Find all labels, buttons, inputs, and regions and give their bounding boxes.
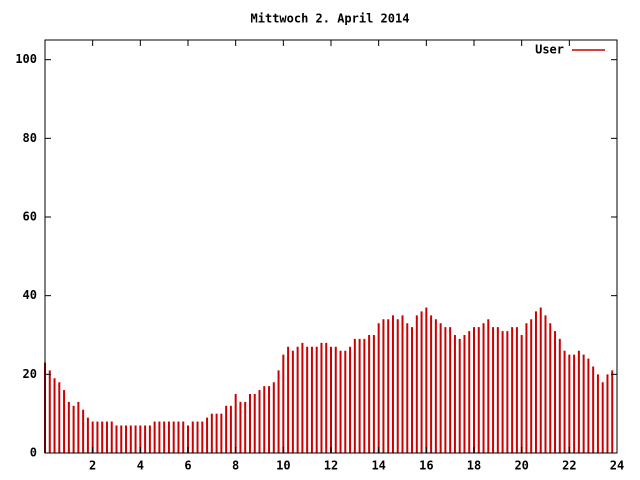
x-tick-label: 4 — [137, 459, 144, 473]
x-tick-label: 18 — [467, 459, 481, 473]
x-tick-label: 2 — [89, 459, 96, 473]
x-tick-label: 24 — [610, 459, 624, 473]
legend-label: User — [535, 43, 564, 57]
x-tick-label: 6 — [184, 459, 191, 473]
x-tick-label: 8 — [232, 459, 239, 473]
chart-title: Mittwoch 2. April 2014 — [251, 12, 410, 26]
x-tick-label: 22 — [562, 459, 576, 473]
x-tick-label: 20 — [514, 459, 528, 473]
x-tick-label: 16 — [419, 459, 433, 473]
y-tick-label: 100 — [15, 52, 37, 66]
x-tick-label: 14 — [371, 459, 385, 473]
y-tick-label: 20 — [23, 367, 37, 381]
y-tick-label: 40 — [23, 288, 37, 302]
y-tick-label: 0 — [30, 446, 37, 460]
x-tick-label: 12 — [324, 459, 338, 473]
y-tick-label: 80 — [23, 131, 37, 145]
x-tick-label: 10 — [276, 459, 290, 473]
y-tick-label: 60 — [23, 210, 37, 224]
